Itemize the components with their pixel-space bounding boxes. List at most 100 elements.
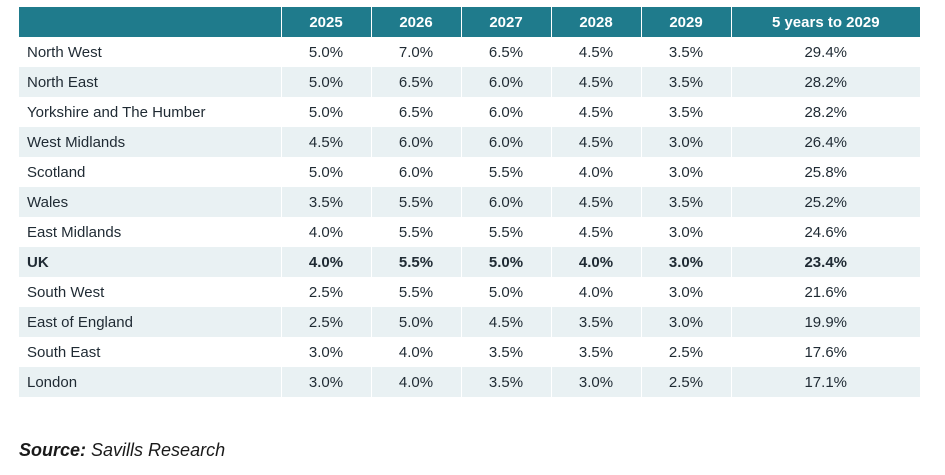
growth-cell: 4.0% <box>551 247 642 277</box>
growth-cell: 6.5% <box>461 37 552 67</box>
growth-cell: 4.0% <box>551 157 642 187</box>
table-row: North West 5.0% 7.0% 6.5% 4.5% 3.5% 29.4% <box>19 37 920 67</box>
table-row: Wales 3.5% 5.5% 6.0% 4.5% 3.5% 25.2% <box>19 187 920 217</box>
total-growth-cell: 17.1% <box>731 367 920 397</box>
growth-cell: 3.5% <box>641 37 732 67</box>
total-growth-cell: 19.9% <box>731 307 920 337</box>
total-growth-cell: 28.2% <box>731 67 920 97</box>
growth-cell: 5.5% <box>461 157 552 187</box>
total-growth-cell: 29.4% <box>731 37 920 67</box>
region-cell: East Midlands <box>19 217 282 247</box>
growth-cell: 4.5% <box>551 67 642 97</box>
table-row: Yorkshire and The Humber 5.0% 6.5% 6.0% 4.5%… <box>19 97 920 127</box>
header-2028: 2028 <box>551 7 642 37</box>
growth-cell: 3.0% <box>641 307 732 337</box>
growth-cell: 6.0% <box>461 67 552 97</box>
growth-cell: 3.0% <box>551 367 642 397</box>
total-growth-cell: 17.6% <box>731 337 920 367</box>
growth-cell: 3.0% <box>641 217 732 247</box>
growth-cell: 5.5% <box>371 277 462 307</box>
growth-cell: 5.0% <box>461 247 552 277</box>
growth-cell: 4.0% <box>371 367 462 397</box>
growth-cell: 3.5% <box>551 307 642 337</box>
growth-cell: 3.0% <box>641 157 732 187</box>
total-growth-cell: 28.2% <box>731 97 920 127</box>
region-cell: North East <box>19 67 282 97</box>
growth-cell: 6.0% <box>371 127 462 157</box>
growth-cell: 4.5% <box>461 307 552 337</box>
region-cell: Scotland <box>19 157 282 187</box>
growth-cell: 4.5% <box>551 187 642 217</box>
region-cell: North West <box>19 37 282 67</box>
growth-cell: 3.5% <box>551 337 642 367</box>
growth-cell: 5.0% <box>281 97 372 127</box>
forecast-table-container: 2025 2026 2027 2028 2029 5 years to 2029… <box>19 7 920 397</box>
region-cell: London <box>19 367 282 397</box>
growth-cell: 5.5% <box>461 217 552 247</box>
header-5-years-total: 5 years to 2029 <box>731 7 920 37</box>
growth-cell: 3.0% <box>641 247 732 277</box>
total-growth-cell: 25.2% <box>731 187 920 217</box>
growth-cell: 5.5% <box>371 217 462 247</box>
table-row: East of England 2.5% 5.0% 4.5% 3.5% 3.0% 19.9% <box>19 307 920 337</box>
growth-cell: 3.0% <box>641 127 732 157</box>
header-region <box>19 7 282 37</box>
growth-cell: 5.0% <box>461 277 552 307</box>
regional-forecast-table: 2025 2026 2027 2028 2029 5 years to 2029… <box>19 7 920 397</box>
total-growth-cell: 26.4% <box>731 127 920 157</box>
source-label: Source: <box>19 440 87 460</box>
growth-cell: 3.5% <box>641 187 732 217</box>
growth-cell: 2.5% <box>641 337 732 367</box>
growth-cell: 4.5% <box>551 37 642 67</box>
region-cell: East of England <box>19 307 282 337</box>
growth-cell: 2.5% <box>641 367 732 397</box>
header-2029: 2029 <box>641 7 732 37</box>
growth-cell: 6.5% <box>371 97 462 127</box>
growth-cell: 6.0% <box>461 127 552 157</box>
growth-cell: 6.0% <box>461 187 552 217</box>
growth-cell: 4.0% <box>371 337 462 367</box>
growth-cell: 3.5% <box>641 97 732 127</box>
growth-cell: 6.0% <box>461 97 552 127</box>
growth-cell: 6.0% <box>371 157 462 187</box>
growth-cell: 3.5% <box>461 367 552 397</box>
growth-cell: 6.5% <box>371 67 462 97</box>
growth-cell: 2.5% <box>281 307 372 337</box>
region-cell: Wales <box>19 187 282 217</box>
growth-cell: 5.0% <box>281 67 372 97</box>
total-growth-cell: 24.6% <box>731 217 920 247</box>
table-body: North West 5.0% 7.0% 6.5% 4.5% 3.5% 29.4% North… <box>19 37 920 397</box>
table-row: South East 3.0% 4.0% 3.5% 3.5% 2.5% 17.6% <box>19 337 920 367</box>
table-row: Scotland 5.0% 6.0% 5.5% 4.0% 3.0% 25.8% <box>19 157 920 187</box>
growth-cell: 3.0% <box>641 277 732 307</box>
growth-cell: 7.0% <box>371 37 462 67</box>
header-2026: 2026 <box>371 7 462 37</box>
growth-cell: 5.5% <box>371 187 462 217</box>
growth-cell: 4.0% <box>281 247 372 277</box>
growth-cell: 3.5% <box>461 337 552 367</box>
growth-cell: 5.5% <box>371 247 462 277</box>
region-cell: West Midlands <box>19 127 282 157</box>
total-growth-cell: 25.8% <box>731 157 920 187</box>
table-row: UK 4.0% 5.5% 5.0% 4.0% 3.0% 23.4% <box>19 247 920 277</box>
growth-cell: 3.5% <box>281 187 372 217</box>
region-cell: South West <box>19 277 282 307</box>
table-header-row: 2025 2026 2027 2028 2029 5 years to 2029 <box>19 7 920 37</box>
growth-cell: 2.5% <box>281 277 372 307</box>
header-2027: 2027 <box>461 7 552 37</box>
growth-cell: 5.0% <box>281 37 372 67</box>
region-cell: Yorkshire and The Humber <box>19 97 282 127</box>
growth-cell: 5.0% <box>281 157 372 187</box>
table-row: West Midlands 4.5% 6.0% 6.0% 4.5% 3.0% 26.4% <box>19 127 920 157</box>
header-2025: 2025 <box>281 7 372 37</box>
source-note: Source: Savills Research <box>19 440 225 461</box>
growth-cell: 3.0% <box>281 337 372 367</box>
source-text: Savills Research <box>86 440 226 460</box>
growth-cell: 3.5% <box>641 67 732 97</box>
total-growth-cell: 23.4% <box>731 247 920 277</box>
region-cell: UK <box>19 247 282 277</box>
table-row: East Midlands 4.0% 5.5% 5.5% 4.5% 3.0% 24.6% <box>19 217 920 247</box>
growth-cell: 3.0% <box>281 367 372 397</box>
table-row: London 3.0% 4.0% 3.5% 3.0% 2.5% 17.1% <box>19 367 920 397</box>
growth-cell: 4.5% <box>551 97 642 127</box>
